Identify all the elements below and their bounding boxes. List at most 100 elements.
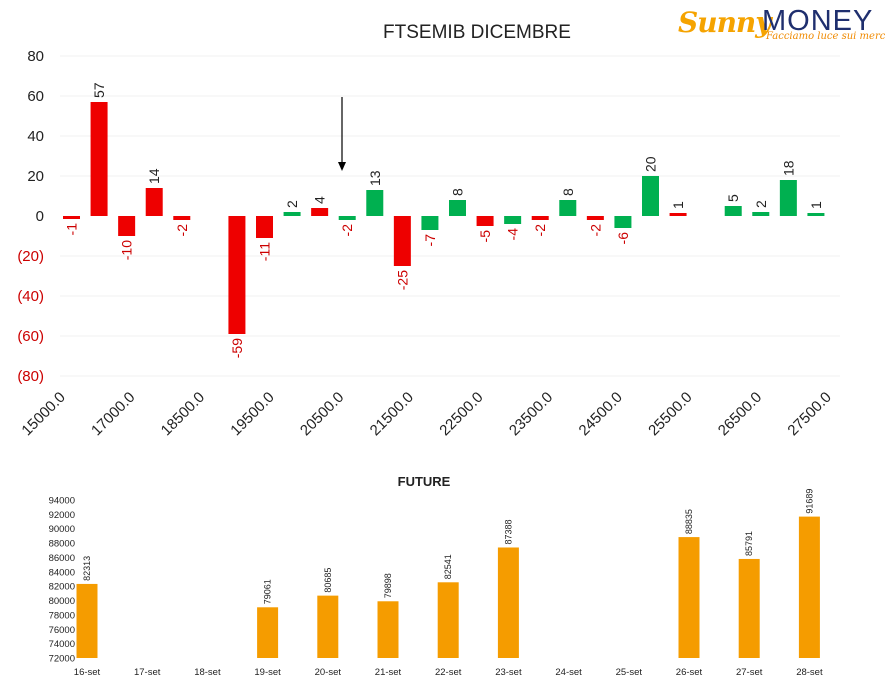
data-label: 8 (450, 188, 466, 196)
y-tick-label: 86000 (49, 553, 75, 564)
y-tick-label: 94000 (49, 496, 75, 507)
x-tick-label: 26500.0 (715, 389, 765, 439)
bar (90, 102, 108, 216)
bar (497, 547, 519, 658)
logo-brand-right: MONEY (762, 5, 874, 37)
x-tick-label: 20500.0 (297, 389, 347, 439)
future-chart: FUTURE 94000 92000 90000 88000 86000 84000 8200… (49, 474, 823, 678)
y-tick-label: 90000 (49, 524, 75, 535)
data-label: 5 (725, 194, 741, 202)
bar (504, 216, 522, 224)
bar (807, 213, 825, 216)
y-tick-label: 72000 (49, 654, 75, 665)
data-label: -2 (339, 224, 355, 237)
chart-title: FTSEMIB DICEMBRE (383, 22, 571, 43)
data-label: 80685 (323, 568, 333, 593)
data-label: -25 (394, 270, 410, 290)
y-tick-label: 92000 (49, 510, 75, 521)
x-tick-label: 23500.0 (506, 389, 556, 439)
sunny-money-logo: Sunny MONEY Facciamo luce sui mercati (678, 4, 885, 48)
bar (173, 216, 191, 220)
x-tick-label: 22-set (435, 667, 462, 678)
x-tick-label: 16-set (74, 667, 101, 678)
y-tick-label: 88000 (49, 539, 75, 550)
data-label: 1 (808, 201, 824, 209)
y-tick-label: 60 (27, 88, 44, 105)
data-label: 79061 (263, 579, 273, 604)
data-label: 14 (146, 168, 162, 184)
bar (798, 516, 820, 658)
bar (586, 216, 604, 220)
x-tick-label: 28-set (796, 667, 823, 678)
bar (338, 216, 356, 220)
y-tick-label: (20) (17, 248, 44, 265)
bar (283, 212, 301, 216)
bar (559, 200, 577, 216)
x-tick-label: 17-set (134, 667, 161, 678)
x-tick-label: 26-set (676, 667, 703, 678)
y-tick-label: 82000 (49, 582, 75, 593)
bar (393, 216, 411, 266)
data-label: -2 (532, 224, 548, 237)
data-label: -2 (174, 224, 190, 237)
x-tick-label: 18-set (194, 667, 221, 678)
y-tick-label: (40) (17, 288, 44, 305)
data-label: 57 (91, 82, 107, 98)
data-label: 8 (560, 188, 576, 196)
bar (257, 607, 279, 658)
bar (476, 216, 494, 226)
x-tick-label: 17000.0 (88, 389, 138, 439)
data-label: 18 (780, 160, 796, 176)
data-label: -1 (64, 223, 80, 236)
bar (642, 176, 659, 216)
logo-tagline: Facciamo luce sui mercati (766, 31, 885, 42)
data-label: 20 (643, 156, 659, 172)
data-label: -11 (257, 242, 273, 261)
y-tick-label: 76000 (49, 625, 75, 636)
x-tick-label: 19500.0 (227, 389, 277, 439)
bar (531, 216, 549, 220)
bar (449, 200, 466, 216)
bar (752, 212, 770, 216)
x-tick-label: 24500.0 (576, 389, 626, 439)
data-label: 13 (367, 170, 383, 186)
y-tick-label: 74000 (49, 639, 75, 650)
data-label: -59 (229, 338, 245, 358)
data-label: -6 (615, 232, 631, 245)
x-tick-label: 24-set (555, 667, 582, 678)
data-label: 4 (312, 196, 328, 204)
x-tick-label: 21-set (375, 667, 402, 678)
y-tick-label: 80000 (49, 596, 75, 607)
x-tick-label: 25500.0 (645, 389, 695, 439)
x-tick-label: 27500.0 (784, 389, 834, 439)
ftsemib-chart: FTSEMIB DICEMBRE 80 60 40 20 0 (20) (40) (60) (80… (17, 22, 840, 439)
data-label: 87388 (503, 519, 513, 544)
data-label: -5 (477, 230, 493, 243)
y-tick-label: (80) (17, 368, 44, 385)
bar (228, 216, 246, 334)
y-tick-label: 20 (27, 168, 44, 185)
bar (437, 582, 459, 658)
x-tick-label: 20-set (315, 667, 342, 678)
bar (614, 216, 632, 228)
chart-title: FUTURE (398, 474, 451, 489)
data-label: 91689 (804, 489, 814, 514)
bar (118, 216, 136, 236)
y-tick-label: 40 (27, 128, 44, 145)
x-tick-label: 19-set (254, 667, 281, 678)
x-tick-label: 15000.0 (18, 389, 68, 439)
y-tick-label: 78000 (49, 610, 75, 621)
bar (678, 537, 700, 658)
bar (738, 558, 760, 658)
y-tick-label: 80 (27, 48, 44, 65)
data-label: -7 (422, 234, 438, 247)
x-tick-label: 21500.0 (367, 389, 417, 439)
x-tick-label: 27-set (736, 667, 763, 678)
data-label: 2 (284, 200, 300, 208)
bar (63, 216, 80, 219)
bar (76, 583, 98, 658)
data-label: 88835 (684, 509, 694, 534)
x-tick-label: 18500.0 (158, 389, 208, 439)
bar (724, 206, 742, 216)
data-label: 82313 (82, 556, 92, 581)
